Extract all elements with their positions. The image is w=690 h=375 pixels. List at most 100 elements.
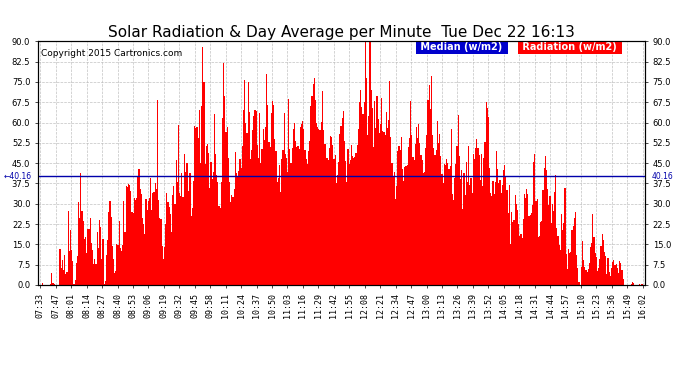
- Bar: [286, 158, 287, 285]
- Bar: [168, 207, 170, 285]
- Bar: [546, 170, 547, 285]
- Bar: [586, 272, 588, 285]
- Bar: [146, 210, 148, 285]
- Bar: [423, 173, 424, 285]
- Bar: [70, 230, 71, 285]
- Bar: [207, 144, 208, 285]
- Bar: [372, 108, 373, 285]
- Bar: [64, 255, 66, 285]
- Bar: [243, 110, 244, 285]
- Bar: [257, 146, 258, 285]
- Bar: [137, 176, 139, 285]
- Bar: [308, 151, 309, 285]
- Bar: [95, 264, 97, 285]
- Bar: [389, 81, 391, 285]
- Bar: [584, 267, 585, 285]
- Bar: [325, 144, 326, 285]
- Bar: [619, 261, 620, 285]
- Bar: [520, 234, 522, 285]
- Bar: [317, 128, 318, 285]
- Bar: [161, 246, 163, 285]
- Bar: [351, 145, 352, 285]
- Title: Solar Radiation & Day Average per Minute  Tue Dec 22 16:13: Solar Radiation & Day Average per Minute…: [108, 25, 575, 40]
- Bar: [358, 129, 359, 285]
- Bar: [42, 284, 43, 285]
- Bar: [109, 201, 110, 285]
- Bar: [153, 192, 155, 285]
- Bar: [353, 158, 355, 285]
- Bar: [302, 121, 303, 285]
- Bar: [597, 272, 598, 285]
- Bar: [376, 96, 377, 285]
- Bar: [120, 248, 121, 285]
- Bar: [395, 200, 396, 285]
- Bar: [350, 160, 351, 285]
- Bar: [158, 200, 159, 285]
- Bar: [555, 175, 556, 285]
- Bar: [532, 205, 533, 285]
- Bar: [425, 148, 426, 285]
- Bar: [83, 239, 85, 285]
- Bar: [322, 91, 323, 285]
- Bar: [566, 269, 568, 285]
- Bar: [569, 253, 570, 285]
- Bar: [471, 192, 473, 285]
- Bar: [175, 160, 177, 285]
- Bar: [484, 142, 486, 285]
- Bar: [253, 116, 255, 285]
- Bar: [217, 182, 219, 285]
- Bar: [245, 123, 246, 285]
- Bar: [438, 144, 439, 285]
- Bar: [159, 218, 161, 285]
- Bar: [127, 187, 128, 285]
- Bar: [549, 196, 551, 285]
- Bar: [495, 182, 496, 285]
- Bar: [143, 224, 144, 285]
- Bar: [333, 159, 335, 285]
- Bar: [537, 200, 538, 285]
- Bar: [288, 99, 289, 285]
- Bar: [364, 102, 365, 285]
- Bar: [272, 101, 273, 285]
- Bar: [393, 176, 394, 285]
- Bar: [97, 232, 98, 285]
- Bar: [71, 250, 72, 285]
- Bar: [420, 156, 422, 285]
- Bar: [234, 189, 235, 285]
- Bar: [128, 184, 129, 285]
- Bar: [542, 190, 544, 285]
- Bar: [200, 163, 201, 285]
- Bar: [213, 172, 214, 285]
- Bar: [311, 96, 313, 285]
- Bar: [315, 100, 316, 285]
- Bar: [323, 130, 324, 285]
- Bar: [193, 182, 194, 285]
- Bar: [250, 159, 251, 285]
- Bar: [541, 221, 542, 285]
- Bar: [588, 268, 589, 285]
- Bar: [375, 129, 376, 285]
- Bar: [377, 118, 379, 285]
- Bar: [435, 150, 437, 285]
- Bar: [411, 135, 413, 285]
- Text: Radiation (w/m2): Radiation (w/m2): [520, 42, 620, 52]
- Bar: [622, 279, 624, 285]
- Bar: [252, 130, 253, 285]
- Bar: [564, 188, 566, 285]
- Bar: [639, 284, 640, 285]
- Bar: [268, 142, 270, 285]
- Bar: [282, 150, 284, 285]
- Bar: [517, 210, 518, 285]
- Bar: [497, 170, 498, 285]
- Bar: [473, 154, 474, 285]
- Bar: [510, 244, 511, 285]
- Bar: [157, 100, 158, 285]
- Bar: [98, 248, 99, 285]
- Bar: [294, 123, 295, 285]
- Bar: [493, 194, 495, 285]
- Bar: [460, 179, 461, 285]
- Bar: [110, 217, 112, 285]
- Bar: [459, 156, 460, 285]
- Bar: [501, 194, 502, 285]
- Bar: [360, 90, 362, 285]
